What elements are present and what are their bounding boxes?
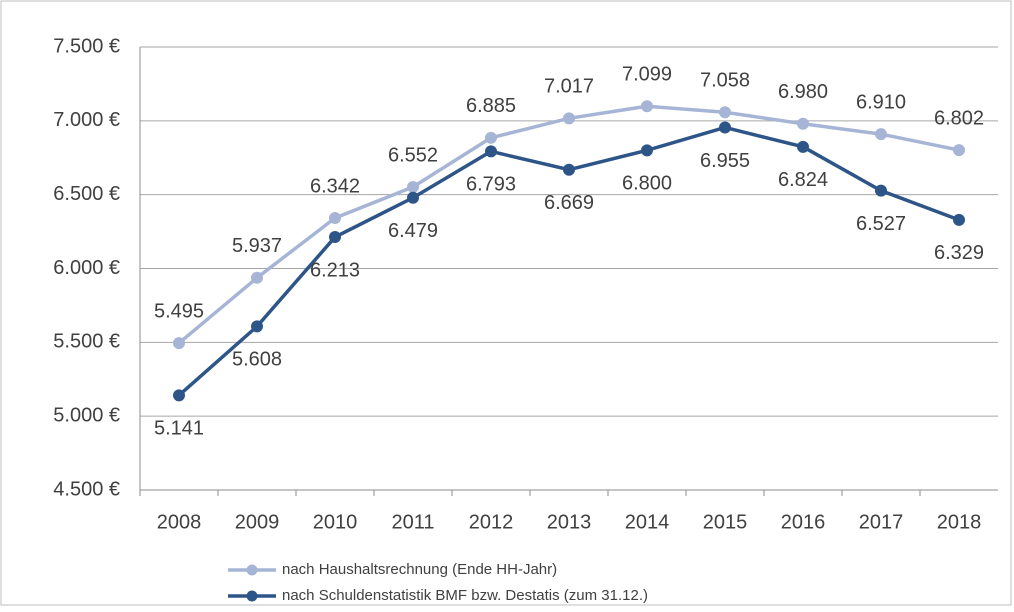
data-label: 6.793 — [466, 174, 516, 196]
y-tick-label: 7.500 € — [53, 35, 120, 57]
y-tick-label: 7.000 € — [53, 109, 120, 131]
x-tick-label: 2013 — [547, 511, 592, 533]
data-label: 6.342 — [310, 175, 360, 197]
data-label: 7.017 — [544, 76, 594, 98]
data-point — [329, 211, 341, 224]
data-point — [719, 106, 731, 119]
data-label: 6.669 — [544, 192, 594, 214]
legend-label: nach Haushaltsrechnung (Ende HH-Jahr) — [282, 561, 557, 578]
x-tick-label: 2015 — [703, 511, 748, 533]
data-point — [407, 180, 419, 193]
data-point — [485, 131, 497, 144]
data-point — [563, 112, 575, 125]
data-point — [641, 144, 653, 157]
data-label: 5.141 — [154, 418, 204, 440]
data-point — [173, 389, 185, 402]
data-point — [329, 231, 341, 244]
x-tick-label: 2012 — [469, 511, 514, 533]
data-label: 6.824 — [778, 169, 828, 191]
data-label: 6.955 — [700, 150, 750, 172]
x-tick-label: 2008 — [157, 511, 202, 533]
data-label: 6.213 — [310, 259, 360, 281]
data-label: 6.527 — [856, 213, 906, 235]
x-tick-label: 2009 — [235, 511, 280, 533]
y-tick-label: 6.000 € — [53, 257, 120, 279]
data-point — [875, 128, 887, 141]
x-tick-label: 2016 — [781, 511, 826, 533]
data-label: 6.329 — [934, 242, 984, 264]
data-label: 6.552 — [388, 144, 438, 166]
data-point — [797, 140, 809, 153]
y-tick-label: 6.500 € — [53, 183, 120, 205]
x-tick-label: 2018 — [937, 511, 982, 533]
data-point — [407, 191, 419, 204]
data-point — [173, 337, 185, 350]
y-tick-label: 4.500 € — [53, 478, 120, 500]
series-line — [177, 104, 960, 345]
legend-marker — [246, 590, 258, 602]
data-label: 7.099 — [622, 63, 672, 85]
data-point — [251, 320, 263, 333]
x-tick-label: 2017 — [859, 511, 904, 533]
legend-marker — [246, 564, 258, 576]
data-point — [251, 271, 263, 284]
data-label: 6.885 — [466, 95, 516, 117]
data-label: 5.937 — [232, 235, 282, 257]
data-point — [797, 117, 809, 130]
x-tick-label: 2014 — [625, 511, 670, 533]
data-label: 6.910 — [856, 91, 906, 113]
y-tick-label: 5.000 € — [53, 404, 120, 426]
data-point — [719, 121, 731, 134]
data-point — [875, 184, 887, 197]
data-label: 6.800 — [622, 173, 672, 195]
data-point — [641, 100, 653, 113]
data-label: 6.479 — [388, 220, 438, 242]
x-tick-label: 2010 — [313, 511, 358, 533]
y-tick-label: 5.500 € — [53, 331, 120, 353]
x-tick-label: 2011 — [391, 511, 434, 533]
data-label: 5.608 — [232, 349, 282, 371]
data-label: 6.802 — [934, 107, 984, 129]
data-point — [485, 145, 497, 158]
legend-label: nach Schuldenstatistik BMF bzw. Destatis… — [282, 587, 648, 604]
data-label: 7.058 — [700, 70, 750, 92]
data-label: 6.980 — [778, 81, 828, 103]
data-point — [563, 163, 575, 176]
data-label: 5.495 — [154, 300, 204, 322]
data-point — [953, 144, 965, 157]
data-point — [953, 213, 965, 226]
